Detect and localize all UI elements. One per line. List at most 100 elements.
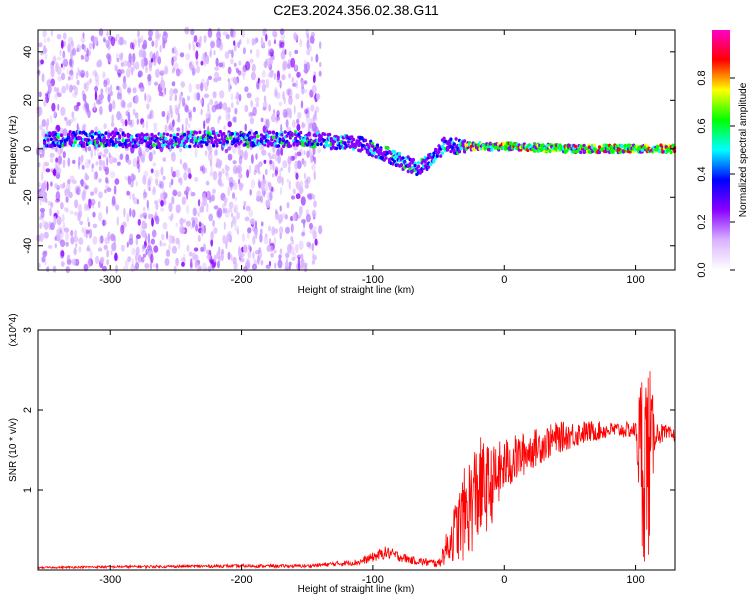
heatmap-cell: [193, 216, 199, 225]
heatmap-cell: [51, 60, 55, 66]
heatmap-cell: [198, 211, 201, 217]
heatmap-cell: [201, 53, 207, 63]
heatmap-cell: [206, 78, 209, 87]
heatmap-cell: [198, 130, 202, 135]
heatmap-cell: [399, 163, 403, 168]
heatmap-cell: [63, 58, 69, 67]
heatmap-cell: [150, 132, 154, 137]
heatmap-cell: [94, 90, 97, 101]
heatmap-cell: [57, 226, 63, 232]
heatmap-cell: [171, 245, 177, 254]
heatmap-cell: [290, 133, 294, 137]
heatmap-cell: [115, 264, 118, 274]
heatmap-cell: [203, 224, 206, 234]
heatmap-cell: [78, 156, 81, 166]
heatmap-cell: [73, 104, 77, 111]
heatmap-cell: [243, 205, 245, 210]
heatmap-cell: [169, 104, 173, 114]
heatmap-cell: [148, 151, 153, 162]
heatmap-cell: [76, 123, 79, 131]
heatmap-cell: [209, 263, 213, 268]
heatmap-cell: [227, 78, 230, 83]
heatmap-cell: [315, 53, 319, 63]
heatmap-cell: [233, 206, 237, 214]
heatmap-cell: [177, 140, 182, 145]
heatmap-cell: [202, 196, 207, 207]
heatmap-cell: [279, 226, 284, 235]
heatmap-cell: [237, 247, 242, 257]
heatmap-cell: [258, 181, 261, 189]
heatmap-cell: [224, 200, 227, 206]
heatmap-cell: [159, 44, 162, 53]
heatmap-cell: [47, 244, 53, 249]
heatmap-cell: [312, 122, 317, 132]
heatmap-cell: [46, 181, 49, 192]
heatmap-cell: [416, 161, 421, 165]
heatmap-cell: [287, 244, 292, 254]
heatmap-cell: [171, 56, 174, 67]
heatmap-cell: [294, 64, 298, 71]
heatmap-cell: [261, 145, 265, 153]
heatmap-cell: [75, 243, 78, 248]
heatmap-cell: [225, 170, 229, 176]
heatmap-cell: [89, 140, 93, 145]
heatmap-cell: [57, 155, 63, 165]
heatmap-cell: [178, 177, 182, 183]
heatmap-cell: [168, 215, 172, 220]
heatmap-cell: [201, 164, 205, 175]
heatmap-cell: [49, 152, 55, 158]
heatmap-cell: [291, 119, 296, 128]
heatmap-cell: [155, 215, 160, 225]
heatmap-cell: [558, 143, 562, 147]
heatmap-cell: [121, 118, 125, 127]
heatmap-cell: [234, 196, 238, 201]
spectrogram-y-tick-label: -40: [22, 238, 34, 254]
heatmap-cell: [98, 28, 104, 37]
heatmap-cell: [222, 31, 228, 36]
heatmap-cell: [219, 90, 225, 99]
heatmap-cell: [40, 146, 43, 153]
heatmap-cell: [124, 259, 129, 267]
heatmap-cell: [92, 223, 98, 229]
heatmap-cell: [132, 157, 137, 168]
heatmap-cell: [151, 217, 154, 227]
heatmap-cell: [176, 118, 181, 123]
heatmap-cell: [132, 61, 136, 72]
heatmap-cell: [290, 223, 294, 234]
heatmap-cell: [99, 142, 103, 146]
heatmap-cell: [161, 110, 166, 118]
heatmap-cell: [106, 259, 110, 266]
heatmap-cell: [302, 138, 306, 142]
heatmap-cell: [101, 265, 107, 272]
heatmap-cell: [157, 33, 162, 38]
heatmap-cell: [148, 213, 151, 220]
heatmap-cell: [54, 243, 57, 249]
heatmap-cell: [309, 222, 313, 230]
heatmap-cell: [41, 256, 46, 263]
heatmap-cell: [227, 251, 231, 261]
heatmap-cell: [41, 171, 44, 181]
snr-multiplier-label: (x10^4): [8, 313, 19, 346]
heatmap-cell: [288, 164, 291, 174]
heatmap-cell: [42, 219, 46, 229]
heatmap-cell: [67, 157, 71, 167]
heatmap-cell: [222, 131, 226, 136]
heatmap-cell: [57, 92, 62, 98]
heatmap-cell: [269, 159, 273, 165]
heatmap-cell: [54, 183, 58, 189]
heatmap-cell: [95, 137, 100, 141]
heatmap-cell: [234, 107, 238, 115]
heatmap-cell: [367, 145, 371, 149]
heatmap-cell: [256, 164, 260, 171]
heatmap-cell: [160, 207, 165, 212]
heatmap-cell: [669, 150, 673, 155]
heatmap-cell: [386, 146, 390, 151]
heatmap-cell: [104, 189, 107, 194]
heatmap-cell: [146, 199, 149, 209]
heatmap-cell: [154, 39, 158, 49]
heatmap-cell: [369, 148, 373, 153]
heatmap-cell: [225, 140, 229, 144]
heatmap-cell: [260, 117, 264, 123]
heatmap-cell: [350, 140, 354, 145]
